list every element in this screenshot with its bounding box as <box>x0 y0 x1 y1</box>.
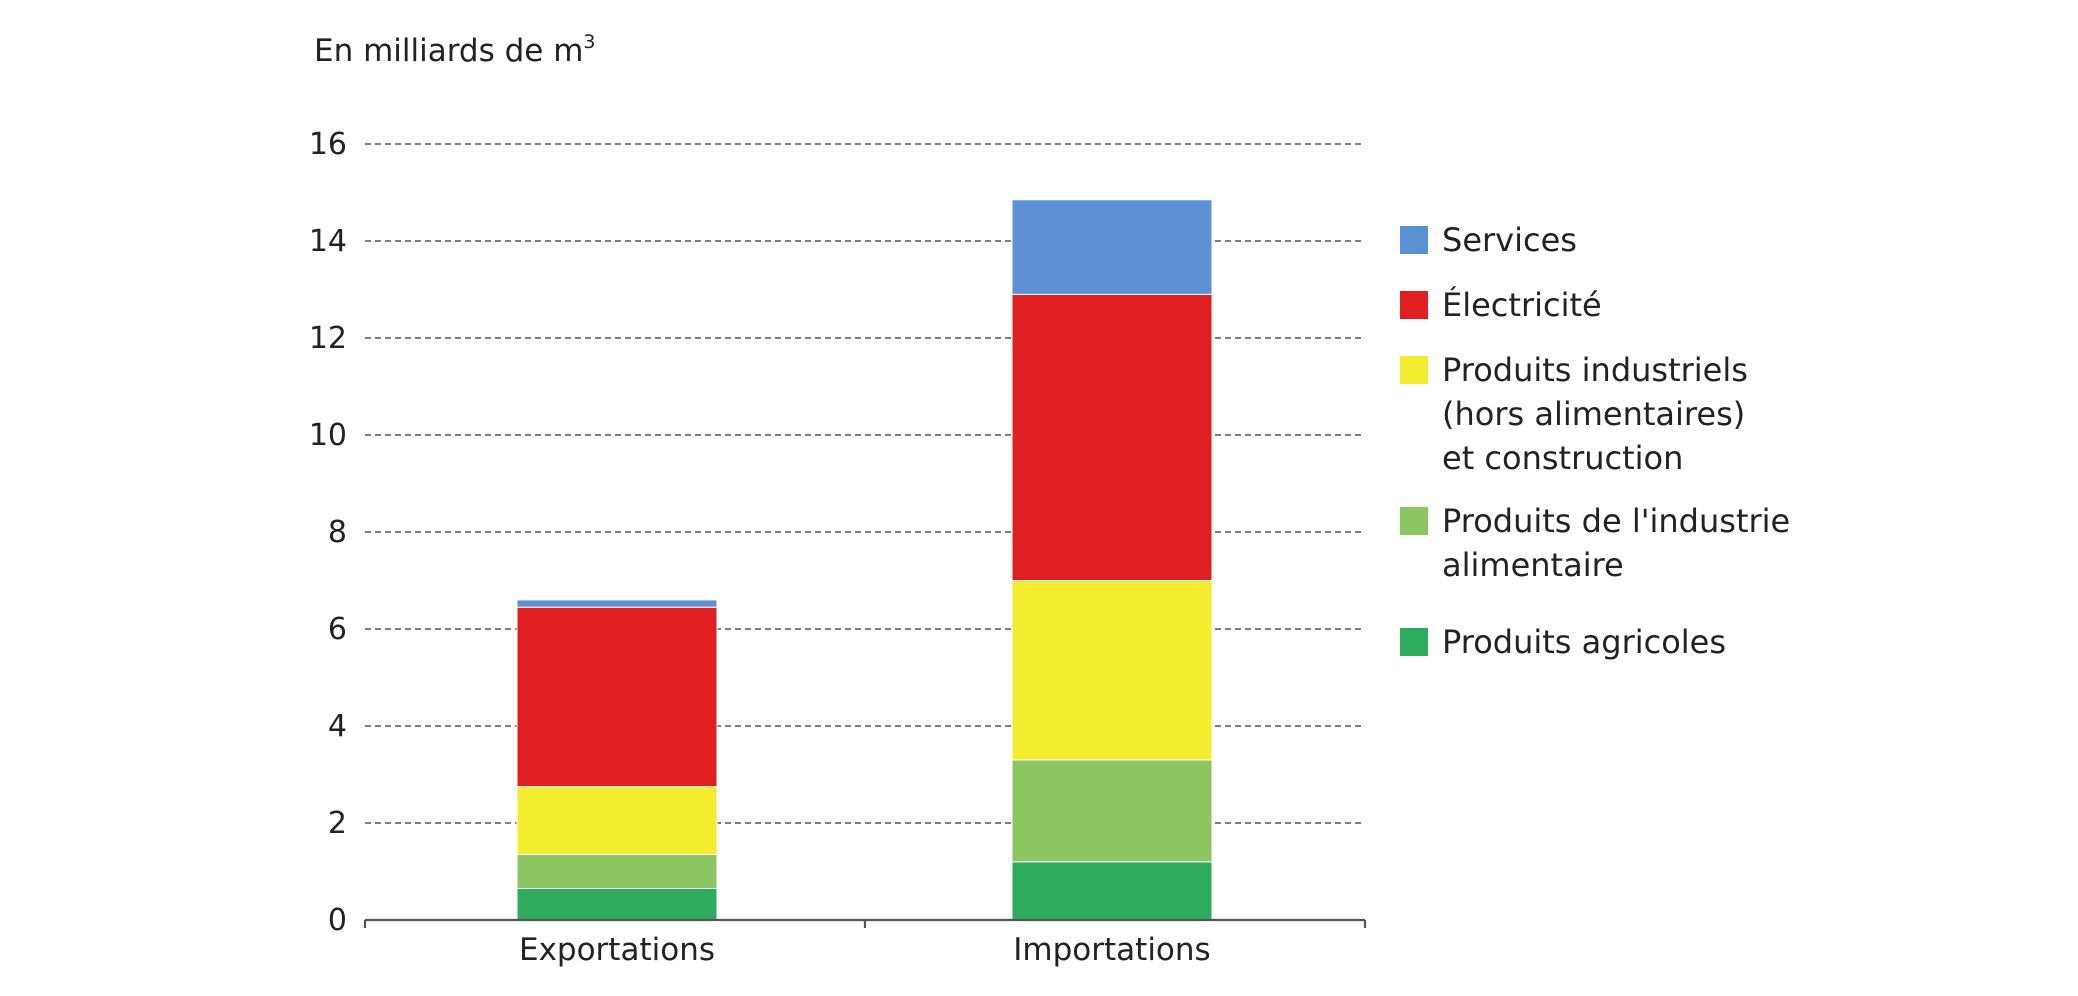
bar-segment-services <box>1011 199 1213 295</box>
legend-item-industriels: Produits industriels (hors alimentaires) e… <box>1400 351 1748 477</box>
y-tick-label: 0 <box>328 903 347 938</box>
y-tick-label: 2 <box>328 806 347 841</box>
y-tick-label: 6 <box>328 612 347 647</box>
bar-segment-services <box>516 599 718 608</box>
y-tick-labels: 0 2 4 6 8 10 12 14 16 <box>309 127 347 938</box>
legend-label: Électricité <box>1442 286 1602 324</box>
legend-label: Produits agricoles <box>1442 623 1726 661</box>
legend-swatch <box>1400 628 1428 656</box>
y-tick-label: 8 <box>328 515 347 550</box>
bar-stack <box>1011 199 1213 921</box>
bar-segment-agricoles <box>1011 861 1213 921</box>
bar-segment-industriels <box>1011 580 1213 761</box>
legend-item-agricoles: Produits agricoles <box>1400 623 1726 661</box>
category-labels: Exportations Importations <box>519 932 1211 968</box>
bar-segment-alimentaire <box>516 854 718 889</box>
legend-label: Produits de l'industrie <box>1442 502 1790 540</box>
category-label: Exportations <box>519 932 715 968</box>
category-label: Importations <box>1013 932 1210 968</box>
y-axis-label-text: En milliards de m <box>314 33 583 69</box>
y-tick-label: 14 <box>309 224 347 259</box>
bar-segment-industriels <box>516 786 718 856</box>
gridlines <box>365 143 1365 824</box>
bars <box>516 199 1213 921</box>
legend: Services Électricité Produits industriels (… <box>1400 221 1790 661</box>
legend-label: Produits industriels <box>1442 351 1748 389</box>
legend-swatch <box>1400 356 1428 384</box>
bar-segment-alimentaire <box>1011 759 1213 863</box>
y-axis-label: En milliards de m3 <box>314 31 596 69</box>
x-axis <box>363 918 1367 928</box>
y-tick-label: 16 <box>309 127 347 162</box>
legend-label: alimentaire <box>1442 546 1624 584</box>
legend-swatch <box>1400 291 1428 319</box>
bar-stack <box>516 599 718 921</box>
legend-swatch <box>1400 507 1428 535</box>
y-tick-label: 4 <box>328 709 347 744</box>
legend-item-alimentaire: Produits de l'industrie alimentaire <box>1400 502 1790 584</box>
y-axis-label-superscript: 3 <box>583 31 595 53</box>
bar-segment-electricite <box>516 606 718 788</box>
y-tick-label: 12 <box>309 321 347 356</box>
bar-segment-agricoles <box>516 887 718 921</box>
legend-label: et construction <box>1442 439 1683 477</box>
legend-swatch <box>1400 226 1428 254</box>
legend-item-electricite: Électricité <box>1400 286 1602 324</box>
legend-item-services: Services <box>1400 221 1577 259</box>
legend-label: Services <box>1442 221 1577 259</box>
legend-label: (hors alimentaires) <box>1442 395 1745 433</box>
bar-segment-electricite <box>1011 293 1213 581</box>
y-tick-label: 10 <box>309 418 347 453</box>
